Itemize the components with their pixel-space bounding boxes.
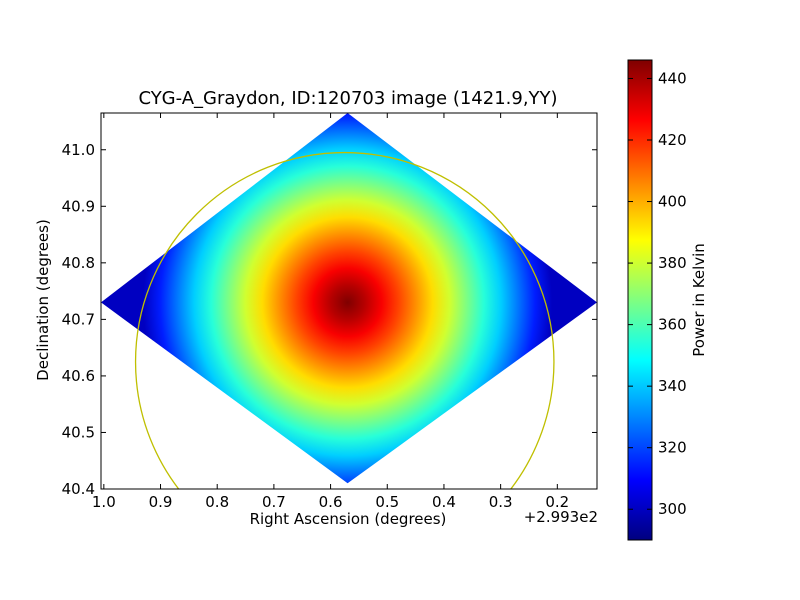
x-tick-label: 0.4 — [432, 493, 456, 511]
colorbar-tick-label: 340 — [658, 377, 687, 395]
x-tick-label: 0.8 — [205, 493, 229, 511]
axes-frame — [100, 112, 598, 490]
colorbar: 300 320 340 360 380 400 420 440 Power in Kelvin — [627, 59, 708, 541]
colorbar-tick-label: 440 — [658, 69, 687, 87]
colorbar-tick-label: 360 — [658, 316, 687, 334]
x-tick-label: 0.5 — [375, 493, 399, 511]
y-tick-label: 41.0 — [62, 141, 95, 159]
y-tick-label: 40.5 — [62, 423, 95, 441]
y-axis: 40.4 40.5 40.6 40.7 40.8 40.9 41.0 — [62, 141, 597, 498]
y-tick-label: 40.7 — [62, 310, 95, 328]
x-tick-label: 0.7 — [262, 493, 286, 511]
colorbar-tick-label: 400 — [658, 193, 687, 211]
x-tick-label: 1.0 — [92, 493, 116, 511]
beam-circle — [134, 151, 555, 489]
x-tick-label: 0.9 — [149, 493, 173, 511]
chart-title: CYG-A_Graydon, ID:120703 image (1421.9,Y… — [138, 88, 557, 109]
colorbar-tick-label: 420 — [658, 131, 687, 149]
colorbar-gradient — [627, 59, 653, 541]
plot-area — [100, 112, 598, 490]
y-axis-label: Declination (degrees) — [34, 219, 52, 381]
colorbar-tick-label: 380 — [658, 254, 687, 272]
colorbar-ticks: 300 320 340 360 380 400 420 440 — [628, 69, 687, 518]
colorbar-label: Power in Kelvin — [690, 243, 708, 357]
x-axis-label: Right Ascension (degrees) — [250, 510, 447, 528]
y-tick-label: 40.4 — [62, 480, 95, 498]
y-tick-label: 40.8 — [62, 254, 95, 272]
y-tick-label: 40.9 — [62, 197, 95, 215]
x-tick-label: 0.3 — [489, 493, 513, 511]
heatmap-field — [101, 113, 597, 484]
y-tick-label: 40.6 — [62, 367, 95, 385]
x-axis: 1.0 0.9 0.8 0.7 0.6 0.5 0.4 0.3 0.2 — [92, 113, 569, 511]
x-tick-label: 0.6 — [319, 493, 343, 511]
colorbar-tick-label: 320 — [658, 439, 687, 457]
colorbar-tick-label: 300 — [658, 500, 687, 518]
x-axis-offset-label: +2.993e2 — [524, 508, 598, 526]
x-tick-label: 0.2 — [545, 493, 569, 511]
